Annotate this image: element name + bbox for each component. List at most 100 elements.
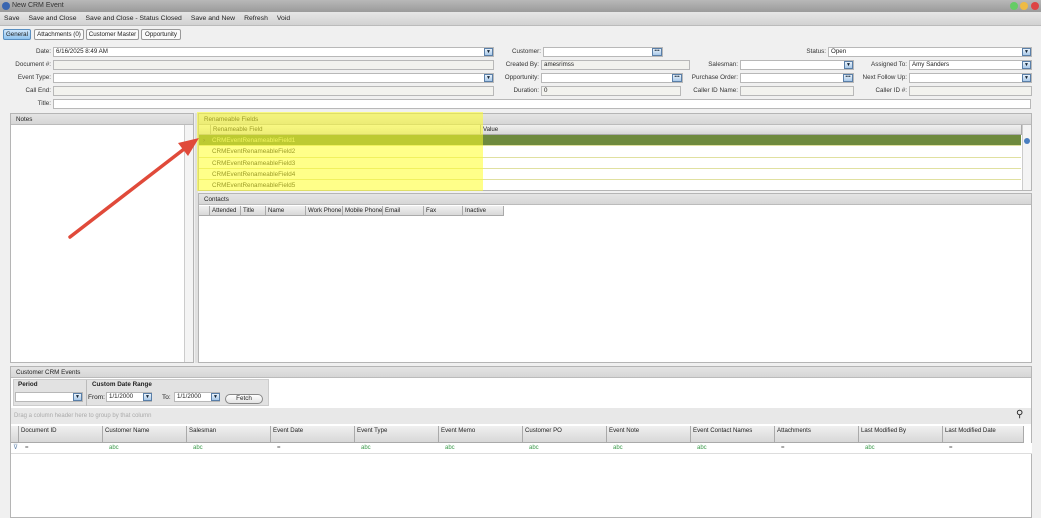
title-input[interactable] (53, 99, 1031, 109)
renameable-field-name: CRMEventRenameableField4 (212, 170, 296, 178)
renameable-row[interactable]: CRMEventRenameableField4 (199, 169, 1021, 181)
col-value[interactable]: Value (481, 125, 1022, 135)
chevron-down-icon[interactable]: ▼ (844, 61, 853, 69)
chevron-down-icon[interactable]: ▼ (143, 393, 152, 401)
col-event-note[interactable]: Event Note (607, 426, 691, 443)
filter-cell[interactable]: = (781, 445, 785, 451)
menu-void[interactable]: Void (276, 15, 291, 22)
custom-range-label: Custom Date Range (92, 381, 152, 388)
period-label: Period (18, 381, 38, 388)
col-attachments[interactable]: Attachments (775, 426, 859, 443)
purchase-order-input[interactable] (740, 73, 854, 83)
renameable-row[interactable]: › CRMEventRenameableField1 (199, 135, 1021, 147)
col-last-modified-date[interactable]: Last Modified Date (943, 426, 1024, 443)
filter-cell[interactable]: abc (697, 445, 707, 451)
col-inactive[interactable]: Inactive (463, 206, 504, 216)
col-fax[interactable]: Fax (424, 206, 463, 216)
col-document-id[interactable]: Document ID (19, 426, 103, 443)
filter-cell[interactable]: = (25, 445, 29, 451)
renameable-row[interactable]: CRMEventRenameableField2 (199, 146, 1021, 158)
filter-cell[interactable]: abc (529, 445, 539, 451)
app-icon (2, 2, 10, 10)
col-mobile-phone[interactable]: Mobile Phone (343, 206, 383, 216)
renameable-field-name: CRMEventRenameableField2 (212, 148, 296, 156)
menu-save[interactable]: Save (4, 15, 20, 22)
chevron-down-icon[interactable]: ▼ (1022, 48, 1031, 56)
status-label: Status: (806, 48, 826, 55)
chevron-down-icon[interactable]: ▼ (1022, 61, 1031, 69)
tab-attachments[interactable]: Attachments (0) (34, 29, 84, 40)
window-title: New CRM Event (12, 2, 64, 9)
menu-refresh[interactable]: Refresh (244, 15, 268, 22)
ellipsis-icon[interactable]: ••• (652, 48, 662, 56)
search-icon[interactable]: ⚲ (1016, 409, 1024, 420)
row-indicator-header (199, 206, 210, 216)
opportunity-label: Opportunity: (504, 74, 539, 81)
notes-scrollbar[interactable] (184, 125, 193, 362)
tab-general[interactable]: General (3, 29, 31, 40)
notes-textarea[interactable] (11, 125, 184, 362)
from-label: From: (88, 394, 105, 401)
filter-cell[interactable]: abc (109, 445, 119, 451)
col-title[interactable]: Title (241, 206, 266, 216)
col-work-phone[interactable]: Work Phone (306, 206, 343, 216)
renameable-row[interactable]: CRMEventRenameableField3 (199, 158, 1021, 169)
date-input[interactable]: 6/16/2025 8:49 AM (53, 47, 494, 57)
event-type-input[interactable] (53, 73, 494, 83)
next-follow-up-input[interactable] (909, 73, 1032, 83)
filter-cell[interactable]: = (949, 445, 953, 451)
filter-cell[interactable]: abc (613, 445, 623, 451)
ellipsis-icon[interactable]: ••• (843, 74, 853, 82)
menu-save-and-new[interactable]: Save and New (190, 15, 236, 22)
salesman-input[interactable] (740, 60, 854, 70)
title-bar: New CRM Event (0, 0, 1041, 12)
tab-opportunity[interactable]: Opportunity (141, 29, 181, 40)
col-event-date[interactable]: Event Date (271, 426, 355, 443)
col-email[interactable]: Email (383, 206, 424, 216)
period-select[interactable] (15, 392, 83, 402)
splitter[interactable] (195, 113, 198, 363)
opportunity-input[interactable] (541, 73, 683, 83)
scroll-thumb[interactable] (1024, 138, 1030, 144)
chevron-down-icon[interactable]: ▼ (1022, 74, 1031, 82)
assigned-to-label: Assigned To: (871, 61, 907, 68)
ellipsis-icon[interactable]: ••• (672, 74, 682, 82)
chevron-down-icon[interactable]: ▼ (73, 393, 82, 401)
customer-input[interactable] (543, 47, 663, 57)
chevron-down-icon[interactable]: ▼ (211, 393, 220, 401)
fetch-button[interactable]: Fetch (225, 394, 263, 404)
minimize-button[interactable] (1010, 2, 1018, 10)
filter-icon[interactable]: ⊽ (13, 444, 19, 451)
col-customer-name[interactable]: Customer Name (103, 426, 187, 443)
col-event-type[interactable]: Event Type (355, 426, 439, 443)
col-last-modified-by[interactable]: Last Modified By (859, 426, 943, 443)
col-salesman[interactable]: Salesman (187, 426, 271, 443)
chevron-down-icon[interactable]: ▼ (484, 48, 493, 56)
title-label: Title: (37, 100, 51, 107)
status-input[interactable]: Open (828, 47, 1032, 57)
filter-cell[interactable]: abc (361, 445, 371, 451)
filter-cell[interactable]: abc (445, 445, 455, 451)
col-name[interactable]: Name (266, 206, 306, 216)
menu-save-and-close-status-closed[interactable]: Save and Close - Status Closed (85, 15, 182, 22)
filter-cell[interactable]: abc (193, 445, 203, 451)
customer-label: Customer: (511, 48, 541, 55)
chevron-down-icon[interactable]: ▼ (484, 74, 493, 82)
renameable-row[interactable]: CRMEventRenameableField5 (199, 180, 1021, 190)
menu-save-and-close[interactable]: Save and Close (28, 15, 77, 22)
filter-cell[interactable]: = (277, 445, 281, 451)
maximize-button[interactable] (1020, 2, 1028, 10)
filter-cell[interactable]: abc (865, 445, 875, 451)
renameable-fields-panel: Renameable Fields Renameable Field Value… (198, 113, 1032, 191)
assigned-to-input[interactable]: Amy Sanders (909, 60, 1032, 70)
renameable-scrollbar[interactable] (1022, 125, 1031, 190)
group-by-area[interactable]: Drag a column header here to group by th… (11, 408, 1031, 424)
tab-customer-master[interactable]: Customer Master (86, 29, 139, 40)
call-end-input (53, 86, 494, 96)
close-button[interactable] (1031, 2, 1039, 10)
col-attended[interactable]: Attended (210, 206, 241, 216)
col-customer-po[interactable]: Customer PO (523, 426, 607, 443)
col-event-contact-names[interactable]: Event Contact Names (691, 426, 775, 443)
col-event-memo[interactable]: Event Memo (439, 426, 523, 443)
col-renameable-field[interactable]: Renameable Field (211, 125, 481, 135)
